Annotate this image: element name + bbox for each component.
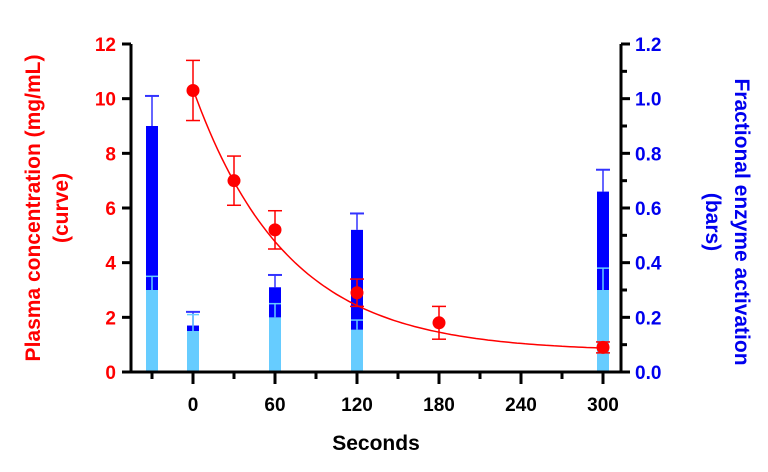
left-axis-title-line2: (curve): [50, 173, 73, 243]
x-tick-label: 180: [423, 395, 455, 416]
bar-light: [187, 331, 199, 372]
right-tick-label: 1.0: [635, 90, 661, 111]
left-tick-label: 12: [95, 35, 116, 56]
right-axis-title-line1: Fractional enzyme activation: [730, 78, 753, 365]
bar-light: [146, 290, 158, 372]
left-tick-label: 6: [105, 199, 116, 220]
data-point: [227, 174, 241, 188]
bar-light: [351, 329, 363, 372]
bar-series: [145, 94, 610, 372]
left-axis-title-line1: Plasma concentration (mg/mL): [22, 55, 45, 362]
right-tick-label: 0.4: [635, 254, 662, 275]
data-point: [268, 223, 282, 237]
fit-curve: [192, 88, 604, 349]
left-tick-label: 10: [95, 90, 116, 111]
data-point: [350, 286, 364, 300]
right-tick-label: 1.2: [635, 35, 661, 56]
curve-series: [186, 59, 610, 354]
x-tick-label: 120: [341, 395, 373, 416]
x-tick-label: 60: [264, 395, 285, 416]
left-tick-label: 4: [105, 254, 116, 275]
right-axis-title-line2: (bars): [701, 193, 724, 251]
data-point: [432, 316, 446, 330]
right-tick-label: 0.8: [635, 144, 661, 165]
left-tick-label: 2: [105, 308, 116, 329]
left-tick-label: 0: [105, 363, 116, 384]
data-point: [186, 83, 200, 97]
x-axis-title: Seconds: [332, 432, 420, 455]
x-tick-label: 240: [505, 395, 537, 416]
right-tick-label: 0.0: [635, 363, 661, 384]
axes: 0 2 4 6 8 10 12 0.0 0.2 0.4 0.6 0.8 1.0 1.2 0 60 120 180 2…: [95, 35, 662, 416]
bar-light: [269, 317, 281, 372]
x-tick-label: 0: [188, 395, 199, 416]
right-tick-label: 0.2: [635, 308, 661, 329]
data-point: [596, 340, 610, 354]
right-tick-label: 0.6: [635, 199, 661, 220]
bar-light: [597, 290, 609, 372]
left-tick-label: 8: [105, 144, 116, 165]
x-tick-label: 300: [587, 395, 619, 416]
